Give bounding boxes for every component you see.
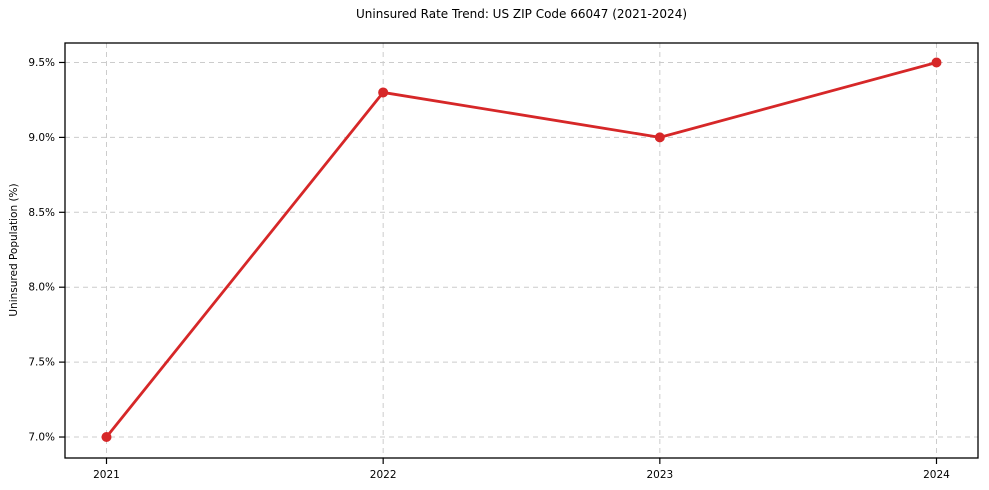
data-line bbox=[105, 61, 938, 439]
y-axis-label: Uninsured Population (%) bbox=[8, 183, 20, 317]
y-tick-label: 9.5% bbox=[28, 57, 55, 69]
x-tick-label: 2022 bbox=[370, 469, 397, 481]
x-tick-label: 2023 bbox=[646, 469, 673, 481]
y-tick-label: 9.0% bbox=[28, 132, 55, 144]
y-tick-label: 7.5% bbox=[28, 357, 55, 369]
data-point bbox=[931, 57, 942, 68]
data-point bbox=[101, 432, 112, 443]
plot-border bbox=[64, 42, 979, 459]
data-point bbox=[378, 87, 389, 98]
y-tick-label: 8.5% bbox=[28, 207, 55, 219]
data-point bbox=[654, 132, 665, 143]
x-tick-label: 2021 bbox=[93, 469, 120, 481]
x-tick-label: 2024 bbox=[923, 469, 950, 481]
chart-title: Uninsured Rate Trend: US ZIP Code 66047 … bbox=[355, 7, 688, 21]
y-tick-label: 8.0% bbox=[28, 282, 55, 294]
y-tick-label: 7.0% bbox=[28, 432, 55, 444]
